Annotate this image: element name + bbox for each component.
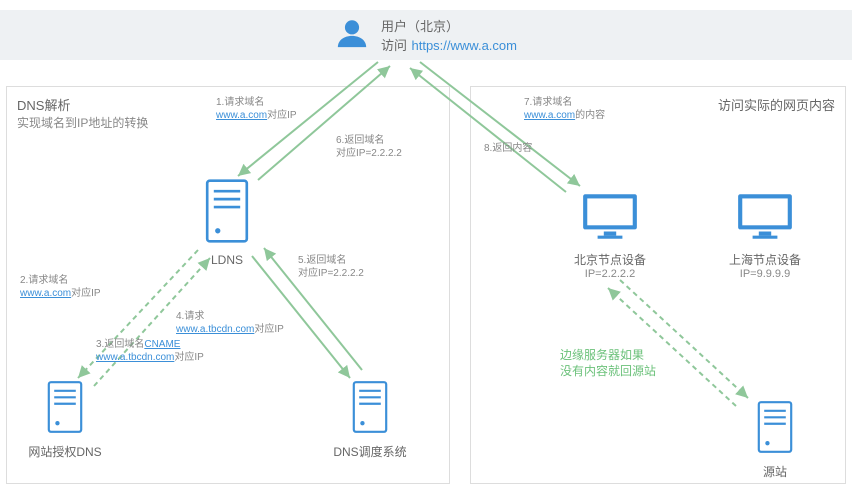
edge-1: 1.请求域名www.a.com对应IP (216, 96, 297, 122)
user-text: 用户（北京） 访问 https://www.a.com (381, 16, 517, 55)
bj-label: 北京节点设备 (555, 251, 665, 268)
user-line1: 用户（北京） (381, 16, 517, 35)
origin-label: 源站 (740, 463, 810, 480)
panel-content-title: 访问实际的网页内容 (718, 95, 835, 114)
server-icon (200, 178, 254, 244)
edge-3: 3.返回域名CNAMEwww.a.tbcdn.com对应IP (96, 338, 204, 364)
diagram-canvas: 用户（北京） 访问 https://www.a.com DNS解析 实现域名到I… (0, 0, 852, 500)
user-url: https://www.a.com (411, 38, 516, 53)
monitor-icon (734, 190, 796, 242)
node-ldns: LDNS (192, 178, 262, 267)
node-dns-sched: DNS调度系统 (320, 380, 420, 460)
dns-sched-label: DNS调度系统 (320, 443, 420, 460)
edge-origin-note: 边缘服务器如果没有内容就回源站 (560, 348, 656, 379)
node-origin: 源站 (740, 400, 810, 480)
server-icon (348, 380, 392, 434)
user-line2: 访问 https://www.a.com (381, 35, 517, 55)
server-icon (753, 400, 797, 454)
auth-dns-label: 网站授权DNS (20, 443, 110, 460)
edge-6: 6.返回域名对应IP=2.2.2.2 (336, 134, 402, 160)
edge-7: 7.请求域名www.a.com的内容 (524, 96, 605, 122)
edge-4: 4.请求www.a.tbcdn.com对应IP (176, 310, 284, 336)
user-header: 用户（北京） 访问 https://www.a.com (0, 10, 852, 60)
bj-ip: IP=2.2.2.2 (555, 268, 665, 280)
ldns-label: LDNS (192, 253, 262, 267)
monitor-icon (579, 190, 641, 242)
user-icon (335, 16, 369, 55)
server-icon (43, 380, 87, 434)
node-sh: 上海节点设备 IP=9.9.9.9 (710, 190, 820, 280)
edge-2: 2.请求域名www.a.com对应IP (20, 274, 101, 300)
node-bj: 北京节点设备 IP=2.2.2.2 (555, 190, 665, 280)
sh-label: 上海节点设备 (710, 251, 820, 268)
sh-ip: IP=9.9.9.9 (710, 268, 820, 280)
edge-5: 5.返回域名对应IP=2.2.2.2 (298, 254, 364, 280)
node-auth-dns: 网站授权DNS (20, 380, 110, 460)
edge-8: 8.返回内容 (484, 142, 532, 155)
